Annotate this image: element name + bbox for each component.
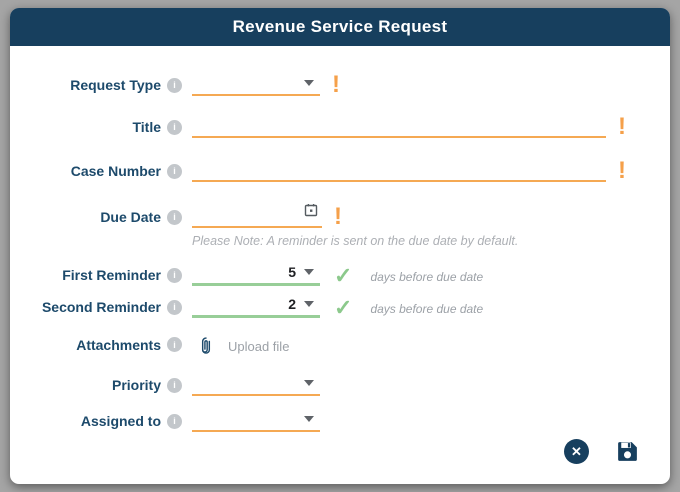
second-reminder-select[interactable]: 2: [192, 294, 320, 318]
required-marker: !: [618, 157, 626, 184]
cancel-button[interactable]: ✕: [564, 439, 589, 464]
attachments-label: Attachments: [76, 336, 161, 353]
second-reminder-label: Second Reminder: [41, 299, 161, 315]
calendar-icon[interactable]: [304, 203, 318, 222]
valid-check-icon: ✓: [334, 295, 353, 320]
row-due-date: Due Date i !: [10, 200, 670, 230]
valid-check-icon: ✓: [334, 263, 353, 288]
request-type-label: Request Type: [70, 77, 161, 93]
due-date-label: Due Date: [100, 209, 161, 225]
due-date-note: Please Note: A reminder is sent on the d…: [192, 234, 519, 248]
dialog-header: Revenue Service Request: [10, 8, 670, 46]
required-marker: !: [332, 71, 340, 98]
first-reminder-select[interactable]: 5: [192, 262, 320, 286]
first-reminder-value: 5: [288, 264, 296, 280]
info-icon[interactable]: i: [167, 377, 182, 393]
info-icon[interactable]: i: [167, 413, 182, 429]
row-first-reminder: First Reminder i 5 ✓ days before due dat…: [10, 262, 670, 288]
row-case-number: Case Number i !: [10, 154, 670, 184]
info-icon[interactable]: i: [167, 119, 182, 135]
chevron-down-icon: [304, 80, 314, 86]
paperclip-icon: [196, 335, 216, 357]
first-reminder-suffix: days before due date: [370, 270, 484, 284]
title-input[interactable]: [192, 114, 606, 138]
chevron-down-icon: [304, 269, 314, 275]
priority-select[interactable]: [192, 372, 320, 396]
title-label: Title: [132, 119, 161, 135]
save-button[interactable]: [615, 439, 640, 464]
row-title: Title i !: [10, 110, 670, 140]
priority-label: Priority: [111, 377, 161, 393]
info-icon[interactable]: i: [167, 163, 182, 179]
chevron-down-icon: [304, 380, 314, 386]
revenue-service-request-dialog: Revenue Service Request Request Type i !…: [10, 8, 670, 484]
dialog-title: Revenue Service Request: [232, 17, 448, 36]
request-form: Request Type i ! Title i ! Case Number i: [10, 46, 670, 432]
chevron-down-icon: [304, 416, 314, 422]
chevron-down-icon: [304, 301, 314, 307]
upload-file-button[interactable]: Upload file: [196, 335, 289, 357]
dialog-actions: ✕: [564, 439, 640, 464]
info-icon[interactable]: i: [167, 77, 182, 93]
row-priority: Priority i: [10, 372, 670, 396]
case-number-label: Case Number: [70, 163, 161, 179]
assigned-to-label: Assigned to: [80, 413, 161, 429]
first-reminder-label: First Reminder: [62, 267, 161, 283]
case-number-input[interactable]: [192, 158, 606, 182]
row-attachments: Attachments i Upload file: [10, 334, 670, 358]
request-type-select[interactable]: [192, 72, 320, 96]
assigned-to-select[interactable]: [192, 408, 320, 432]
row-request-type: Request Type i !: [10, 68, 670, 98]
required-marker: !: [618, 113, 626, 140]
close-icon: ✕: [571, 444, 582, 459]
required-marker: !: [334, 203, 342, 230]
info-icon[interactable]: i: [167, 267, 182, 283]
upload-file-label: Upload file: [228, 338, 290, 354]
second-reminder-value: 2: [288, 296, 296, 312]
due-date-input[interactable]: [192, 204, 322, 228]
info-icon[interactable]: i: [167, 299, 182, 315]
second-reminder-suffix: days before due date: [370, 302, 484, 316]
row-second-reminder: Second Reminder i 2 ✓ days before due da…: [10, 294, 670, 320]
info-icon[interactable]: i: [167, 337, 182, 352]
row-assigned-to: Assigned to i: [10, 408, 670, 432]
info-icon[interactable]: i: [167, 209, 182, 225]
floppy-disk-icon: [618, 442, 637, 461]
